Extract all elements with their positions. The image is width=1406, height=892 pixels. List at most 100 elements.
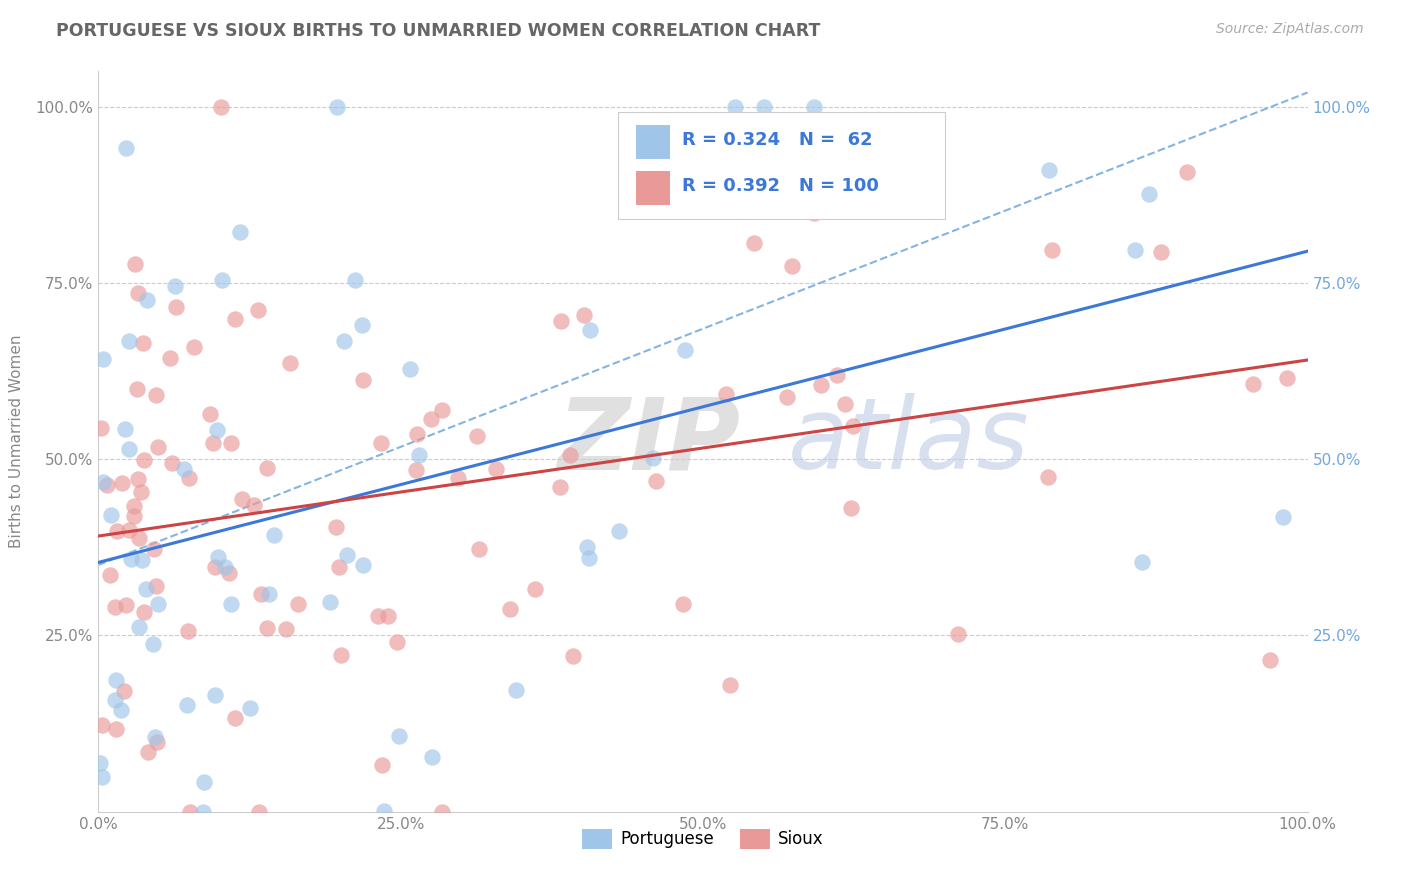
Legend: Portuguese, Sioux: Portuguese, Sioux	[576, 822, 830, 855]
Point	[278, 355, 301, 369]
Point	[198, 407, 221, 421]
Point	[128, 619, 150, 633]
Point	[90, 421, 112, 435]
Point	[191, 805, 214, 819]
Point	[124, 509, 146, 524]
Point	[89, 756, 111, 770]
Point	[229, 225, 252, 239]
Point	[239, 701, 262, 715]
Point	[718, 677, 741, 691]
Point	[333, 334, 356, 348]
Point	[112, 684, 135, 698]
Point	[118, 523, 141, 537]
Point	[136, 293, 159, 308]
Point	[468, 542, 491, 557]
Point	[250, 587, 273, 601]
Point	[742, 236, 765, 251]
Point	[145, 388, 167, 402]
Point	[132, 452, 155, 467]
Point	[367, 609, 389, 624]
Text: PORTUGUESE VS SIOUX BIRTHS TO UNMARRIED WOMEN CORRELATION CHART: PORTUGUESE VS SIOUX BIRTHS TO UNMARRIED …	[56, 22, 821, 40]
Point	[432, 805, 454, 819]
Point	[572, 308, 595, 322]
Point	[104, 722, 127, 736]
Point	[399, 361, 422, 376]
Point	[465, 429, 488, 443]
Point	[825, 368, 848, 382]
Point	[135, 582, 157, 597]
Point	[724, 100, 747, 114]
Point	[328, 560, 350, 574]
Point	[246, 302, 269, 317]
Point	[350, 318, 373, 332]
Point	[1258, 652, 1281, 666]
Point	[641, 450, 664, 465]
Point	[803, 206, 825, 220]
Text: ZIP: ZIP	[558, 393, 741, 490]
Point	[247, 805, 270, 819]
Point	[159, 351, 181, 366]
Point	[776, 390, 799, 404]
Point	[948, 627, 970, 641]
Point	[193, 775, 215, 789]
Point	[329, 648, 352, 663]
Point	[352, 373, 374, 387]
Point	[110, 703, 132, 717]
Point	[114, 141, 136, 155]
Point	[201, 436, 224, 450]
Text: R = 0.392   N = 100: R = 0.392 N = 100	[682, 178, 879, 195]
Point	[385, 635, 408, 649]
Point	[524, 582, 547, 597]
Point	[1123, 243, 1146, 257]
Point	[672, 597, 695, 611]
Point	[91, 717, 114, 731]
Point	[104, 600, 127, 615]
Point	[1040, 243, 1063, 257]
Point	[420, 412, 443, 426]
Point	[224, 312, 246, 326]
Point	[120, 552, 142, 566]
Point	[104, 673, 127, 688]
Bar	[637, 171, 671, 204]
Point	[673, 343, 696, 358]
Point	[128, 532, 150, 546]
Point	[211, 273, 233, 287]
Point	[177, 471, 200, 485]
Point	[548, 480, 571, 494]
Point	[607, 524, 630, 538]
Point	[124, 257, 146, 271]
Point	[325, 520, 347, 534]
Point	[644, 474, 666, 488]
Point	[104, 692, 127, 706]
Point	[714, 387, 737, 401]
Point	[256, 461, 278, 475]
Point	[420, 750, 443, 764]
Point	[221, 597, 243, 611]
Point	[160, 456, 183, 470]
Point	[498, 602, 520, 616]
Y-axis label: Births to Unmarried Women: Births to Unmarried Women	[10, 334, 24, 549]
Text: atlas: atlas	[787, 393, 1029, 490]
Point	[388, 729, 411, 743]
Point	[550, 314, 572, 328]
Point	[143, 730, 166, 744]
Point	[218, 566, 240, 581]
Text: R = 0.324   N =  62: R = 0.324 N = 62	[682, 131, 873, 149]
Point	[124, 499, 146, 513]
Point	[754, 100, 776, 114]
Point	[1139, 186, 1161, 201]
Point	[562, 648, 585, 663]
Point	[105, 524, 128, 539]
Point	[1275, 371, 1298, 385]
Point	[1038, 470, 1060, 484]
Point	[505, 683, 527, 698]
Point	[834, 397, 856, 411]
Point	[405, 463, 427, 477]
Point	[243, 498, 266, 512]
Point	[91, 770, 114, 784]
Point	[1038, 162, 1060, 177]
Point	[575, 540, 598, 554]
Point	[370, 758, 392, 772]
Point	[578, 550, 600, 565]
Point	[204, 560, 226, 574]
